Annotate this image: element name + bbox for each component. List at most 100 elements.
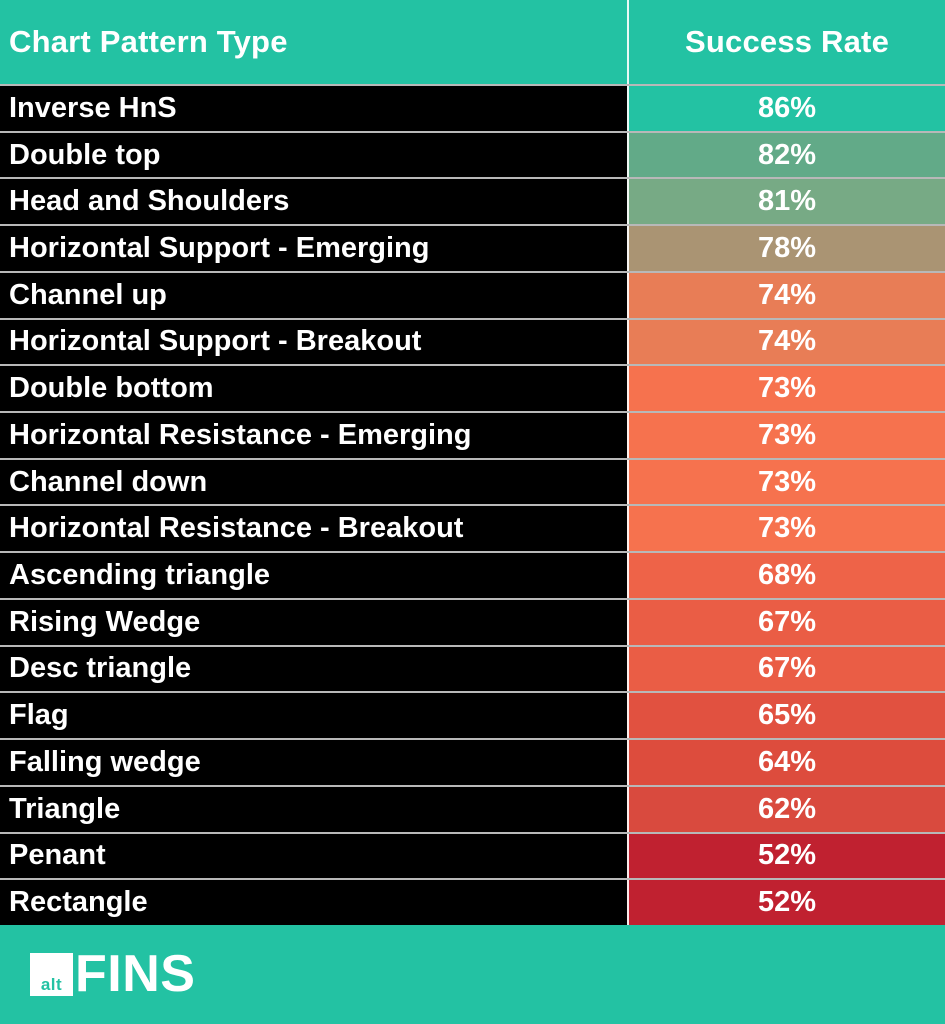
pattern-label: Rectangle bbox=[9, 886, 148, 919]
pattern-cell: Rising Wedge bbox=[0, 599, 627, 645]
header-chart-pattern-type: Chart Pattern Type bbox=[9, 24, 288, 59]
pattern-label: Horizontal Resistance - Emerging bbox=[9, 418, 472, 451]
table-row: Penant 52% bbox=[0, 831, 945, 879]
rate-cell: 82% bbox=[627, 132, 945, 178]
table-row: Horizontal Support - Breakout 74% bbox=[0, 317, 945, 365]
table-row: Desc triangle 67% bbox=[0, 644, 945, 692]
rate-value: 73% bbox=[757, 418, 817, 451]
pattern-label: Falling wedge bbox=[9, 745, 201, 778]
pattern-label: Triangle bbox=[9, 792, 121, 825]
table-row: Flag 65% bbox=[0, 691, 945, 739]
table-row: Falling wedge 64% bbox=[0, 738, 945, 785]
table-row: Head and Shoulders 81% bbox=[0, 177, 945, 225]
rate-cell: 73% bbox=[627, 413, 945, 458]
pattern-cell: Triangle bbox=[0, 786, 627, 832]
pattern-cell: Horizontal Resistance - Emerging bbox=[0, 413, 627, 458]
rate-value: 64% bbox=[757, 745, 817, 778]
rate-value: 81% bbox=[757, 185, 817, 218]
table-row: Double bottom 73% bbox=[0, 364, 945, 412]
rate-cell: 74% bbox=[627, 272, 945, 318]
pattern-cell: Flag bbox=[0, 693, 627, 739]
rate-cell: 73% bbox=[627, 459, 945, 505]
rate-cell: 64% bbox=[627, 740, 945, 785]
altfins-logo: alt FINS bbox=[30, 945, 196, 1004]
rate-cell: 65% bbox=[627, 693, 945, 739]
rate-cell: 67% bbox=[627, 646, 945, 692]
pattern-label: Head and Shoulders bbox=[9, 185, 290, 218]
pattern-label: Penant bbox=[9, 839, 106, 872]
rate-cell: 62% bbox=[627, 786, 945, 832]
pattern-cell: Horizontal Support - Emerging bbox=[0, 226, 627, 271]
pattern-label: Ascending triangle bbox=[9, 559, 271, 592]
table-row: Channel down 73% bbox=[0, 457, 945, 505]
table-row: Triangle 62% bbox=[0, 784, 945, 832]
pattern-cell: Penant bbox=[0, 833, 627, 879]
footer-brand-bar: alt FINS bbox=[0, 925, 945, 1024]
rate-value: 67% bbox=[757, 605, 817, 638]
rate-cell: 67% bbox=[627, 599, 945, 645]
rate-value: 74% bbox=[757, 278, 817, 311]
pattern-cell: Inverse HnS bbox=[0, 86, 627, 131]
rate-cell: 52% bbox=[627, 880, 945, 925]
table-row: Inverse HnS 86% bbox=[0, 84, 945, 131]
rate-cell: 68% bbox=[627, 553, 945, 598]
pattern-cell: Ascending triangle bbox=[0, 553, 627, 598]
table-body: Inverse HnS 86% Double top 82% Head and … bbox=[0, 84, 945, 925]
rate-cell: 74% bbox=[627, 319, 945, 365]
altfins-logo-alt-square: alt bbox=[30, 953, 73, 996]
pattern-cell: Desc triangle bbox=[0, 646, 627, 692]
rate-cell: 81% bbox=[627, 179, 945, 225]
rate-value: 67% bbox=[757, 652, 817, 685]
pattern-label: Rising Wedge bbox=[9, 605, 201, 638]
pattern-label: Double top bbox=[9, 138, 161, 171]
rate-value: 86% bbox=[757, 91, 817, 124]
rate-value: 82% bbox=[757, 138, 817, 171]
pattern-cell: Horizontal Support - Breakout bbox=[0, 319, 627, 365]
table-header: Chart Pattern Type Success Rate bbox=[0, 0, 945, 84]
pattern-label: Channel down bbox=[9, 465, 208, 498]
altfins-logo-fins-text: FINS bbox=[75, 945, 196, 1004]
pattern-label: Channel up bbox=[9, 278, 167, 311]
table-row: Horizontal Support - Emerging 78% bbox=[0, 224, 945, 271]
pattern-label: Horizontal Resistance - Breakout bbox=[9, 512, 464, 545]
rate-value: 73% bbox=[757, 465, 817, 498]
pattern-label: Desc triangle bbox=[9, 652, 192, 685]
rate-cell: 73% bbox=[627, 366, 945, 412]
table-row: Ascending triangle 68% bbox=[0, 551, 945, 598]
table-row: Horizontal Resistance - Emerging 73% bbox=[0, 411, 945, 458]
rate-cell: 78% bbox=[627, 226, 945, 271]
pattern-cell: Channel down bbox=[0, 459, 627, 505]
pattern-label: Horizontal Support - Breakout bbox=[9, 325, 422, 358]
rate-value: 52% bbox=[757, 839, 817, 872]
table-row: Channel up 74% bbox=[0, 270, 945, 318]
rate-cell: 73% bbox=[627, 506, 945, 552]
pattern-cell: Double bottom bbox=[0, 366, 627, 412]
rate-value: 62% bbox=[757, 792, 817, 825]
rate-value: 52% bbox=[757, 886, 817, 919]
rate-value: 74% bbox=[757, 325, 817, 358]
pattern-cell: Double top bbox=[0, 132, 627, 178]
pattern-cell: Head and Shoulders bbox=[0, 179, 627, 225]
pattern-cell: Horizontal Resistance - Breakout bbox=[0, 506, 627, 552]
rate-value: 73% bbox=[757, 512, 817, 545]
table-row: Double top 82% bbox=[0, 130, 945, 178]
pattern-label: Flag bbox=[9, 699, 69, 732]
pattern-cell: Channel up bbox=[0, 272, 627, 318]
table-row: Rising Wedge 67% bbox=[0, 597, 945, 645]
table-row: Horizontal Resistance - Breakout 73% bbox=[0, 504, 945, 552]
pattern-label: Horizontal Support - Emerging bbox=[9, 232, 430, 265]
pattern-cell: Rectangle bbox=[0, 880, 627, 925]
rate-value: 65% bbox=[757, 699, 817, 732]
rate-value: 73% bbox=[757, 372, 817, 405]
pattern-label: Inverse HnS bbox=[9, 91, 177, 124]
rate-cell: 52% bbox=[627, 833, 945, 879]
header-success-rate: Success Rate bbox=[627, 0, 945, 84]
rate-value: 68% bbox=[757, 559, 817, 592]
rate-cell: 86% bbox=[627, 86, 945, 131]
table-row: Rectangle 52% bbox=[0, 878, 945, 925]
pattern-cell: Falling wedge bbox=[0, 740, 627, 785]
altfins-logo-alt-text: alt bbox=[40, 975, 63, 994]
rate-value: 78% bbox=[757, 232, 817, 265]
pattern-label: Double bottom bbox=[9, 372, 214, 405]
